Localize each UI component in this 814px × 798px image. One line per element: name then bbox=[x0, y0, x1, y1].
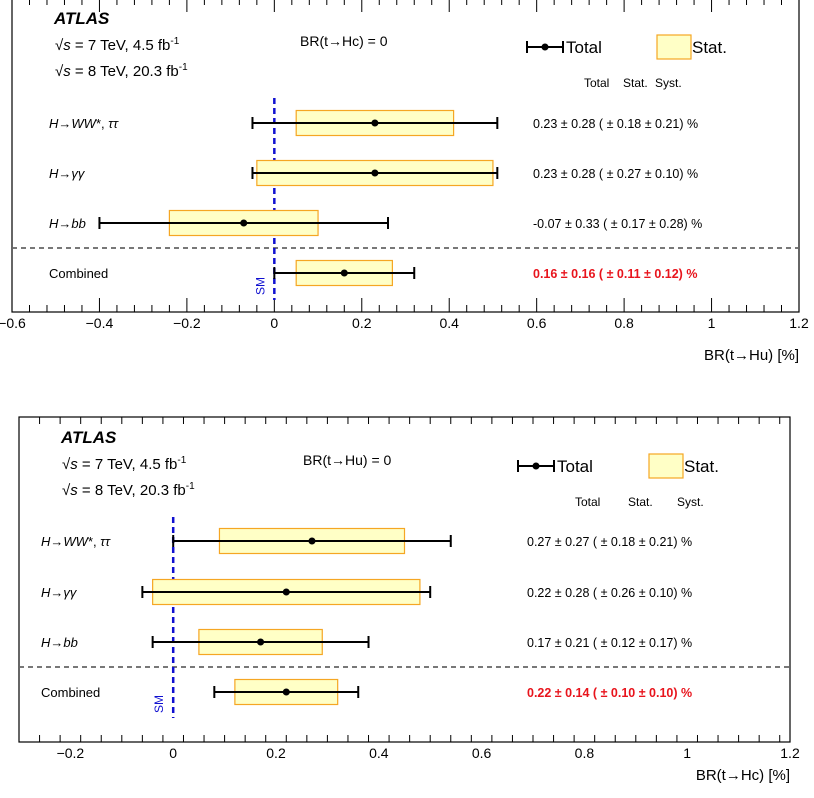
row-label: H→WW*, ττ bbox=[49, 116, 119, 131]
combined-summary: 0.22 ± 0.14 ( ± 0.10 ± 0.10) % bbox=[527, 686, 692, 700]
energy-sqrt: √ bbox=[62, 456, 71, 473]
col-header-stat: Stat. bbox=[628, 495, 653, 509]
x-axis-label: BR(t→Hu) [%] bbox=[704, 347, 799, 364]
central-value-marker bbox=[371, 169, 379, 177]
central-value-marker bbox=[240, 219, 248, 227]
energy-sqrt: √ bbox=[62, 482, 71, 499]
row-summary: 0.22 ± 0.28 ( ± 0.26 ± 0.10) % bbox=[527, 586, 692, 600]
x-tick-label: −0.2 bbox=[173, 315, 201, 331]
x-tick-label: 0.4 bbox=[369, 745, 389, 761]
row-label: H→γγ bbox=[41, 585, 78, 600]
energy-s: s bbox=[63, 63, 71, 80]
sm-label: SM bbox=[253, 277, 267, 295]
row-summary: 0.17 ± 0.21 ( ± 0.12 ± 0.17) % bbox=[527, 636, 692, 650]
condition-label: BR(t→Hu) = 0 bbox=[303, 452, 392, 468]
col-header-syst: Syst. bbox=[677, 495, 704, 509]
legend-total-label: Total bbox=[557, 457, 593, 476]
x-tick-label: 0.2 bbox=[352, 315, 372, 331]
panel-1: −0.6 −0.4 −0.2 0 0.2 0.4 0.6 0.8 1 1.2 BR(t→Hu) [%… bbox=[0, 0, 809, 364]
x-tick-label: 0.2 bbox=[266, 745, 286, 761]
plot-frame bbox=[18, 416, 791, 743]
central-value-marker bbox=[371, 119, 379, 127]
x-tick-label: 0 bbox=[270, 315, 278, 331]
x-tick-label: 1 bbox=[683, 745, 691, 761]
x-tick-label: −0.4 bbox=[86, 315, 114, 331]
energy-sqrt: √ bbox=[55, 37, 64, 54]
legend-total-marker bbox=[541, 43, 549, 51]
x-tick-label: 0.6 bbox=[472, 745, 492, 761]
x-tick-label: 0.4 bbox=[439, 315, 459, 331]
central-value-marker bbox=[308, 537, 316, 545]
x-tick-label: 0.8 bbox=[575, 745, 595, 761]
central-value-marker bbox=[340, 269, 348, 277]
sm-label: SM bbox=[152, 695, 166, 713]
panel-2: −0.2 0 0.2 0.4 0.6 0.8 1 1.2BR(t→Hc) [%]ATLAS√s… bbox=[18, 416, 800, 784]
energy-text: = 8 TeV, 20.3 fb bbox=[78, 482, 186, 499]
energy-line: √s = 8 TeV, 20.3 fb-1 bbox=[55, 62, 188, 80]
x-tick-label: 0.8 bbox=[614, 315, 634, 331]
experiment-label: ATLAS bbox=[60, 428, 117, 447]
x-tick-label: −0.2 bbox=[57, 745, 85, 761]
legend-stat-label: Stat. bbox=[692, 38, 727, 57]
energy-s: s bbox=[70, 482, 78, 499]
row-label: H→bb bbox=[49, 216, 86, 231]
energy-sup: -1 bbox=[170, 36, 179, 47]
row-summary: 0.23 ± 0.28 ( ± 0.18 ± 0.21) % bbox=[533, 117, 698, 131]
energy-line: √s = 7 TeV, 4.5 fb-1 bbox=[62, 455, 187, 473]
legend-stat-label: Stat. bbox=[684, 457, 719, 476]
col-header-total: Total bbox=[584, 76, 609, 90]
x-tick-label: −0.6 bbox=[0, 315, 26, 331]
legend-stat-box bbox=[656, 34, 692, 60]
combined-summary: 0.16 ± 0.16 ( ± 0.11 ± 0.12) % bbox=[533, 267, 697, 281]
col-header-syst: Syst. bbox=[655, 76, 682, 90]
col-header-stat: Stat. bbox=[623, 76, 648, 90]
row-label: H→bb bbox=[41, 635, 78, 650]
x-tick-label: 1 bbox=[708, 315, 716, 331]
plot-frame bbox=[11, 0, 800, 313]
energy-sqrt: √ bbox=[55, 63, 64, 80]
row-label: Combined bbox=[41, 685, 100, 700]
energy-text: = 7 TeV, 4.5 fb bbox=[78, 456, 178, 473]
central-value-marker bbox=[282, 588, 290, 596]
energy-text: = 7 TeV, 4.5 fb bbox=[71, 37, 171, 54]
energy-line: √s = 7 TeV, 4.5 fb-1 bbox=[55, 36, 180, 54]
energy-s: s bbox=[70, 456, 78, 473]
energy-line: √s = 8 TeV, 20.3 fb-1 bbox=[62, 481, 195, 499]
x-tick-label: 0 bbox=[169, 745, 177, 761]
energy-s: s bbox=[63, 37, 71, 54]
col-header-total: Total bbox=[575, 495, 600, 509]
x-tick-label: 0.6 bbox=[527, 315, 547, 331]
row-label: H→WW*, ττ bbox=[41, 534, 111, 549]
x-axis-label: BR(t→Hc) [%] bbox=[696, 767, 790, 784]
row-summary: 0.27 ± 0.27 ( ± 0.18 ± 0.21) % bbox=[527, 535, 692, 549]
energy-sup: -1 bbox=[179, 62, 188, 73]
energy-sup: -1 bbox=[186, 481, 195, 492]
central-value-marker bbox=[257, 638, 265, 646]
row-summary: -0.07 ± 0.33 ( ± 0.17 ± 0.28) % bbox=[533, 217, 702, 231]
condition-label: BR(t→Hc) = 0 bbox=[300, 33, 388, 49]
x-tick-label: 1.2 bbox=[789, 315, 809, 331]
energy-text: = 8 TeV, 20.3 fb bbox=[71, 63, 179, 80]
legend-total-label: Total bbox=[566, 38, 602, 57]
experiment-label: ATLAS bbox=[53, 9, 110, 28]
row-label: Combined bbox=[49, 266, 108, 281]
legend-stat-box bbox=[648, 453, 684, 479]
energy-sup: -1 bbox=[177, 455, 186, 466]
central-value-marker bbox=[282, 688, 290, 696]
x-tick-label: 1.2 bbox=[780, 745, 800, 761]
legend-total-marker bbox=[532, 462, 540, 470]
row-summary: 0.23 ± 0.28 ( ± 0.27 ± 0.10) % bbox=[533, 167, 698, 181]
row-label: H→γγ bbox=[49, 166, 86, 181]
